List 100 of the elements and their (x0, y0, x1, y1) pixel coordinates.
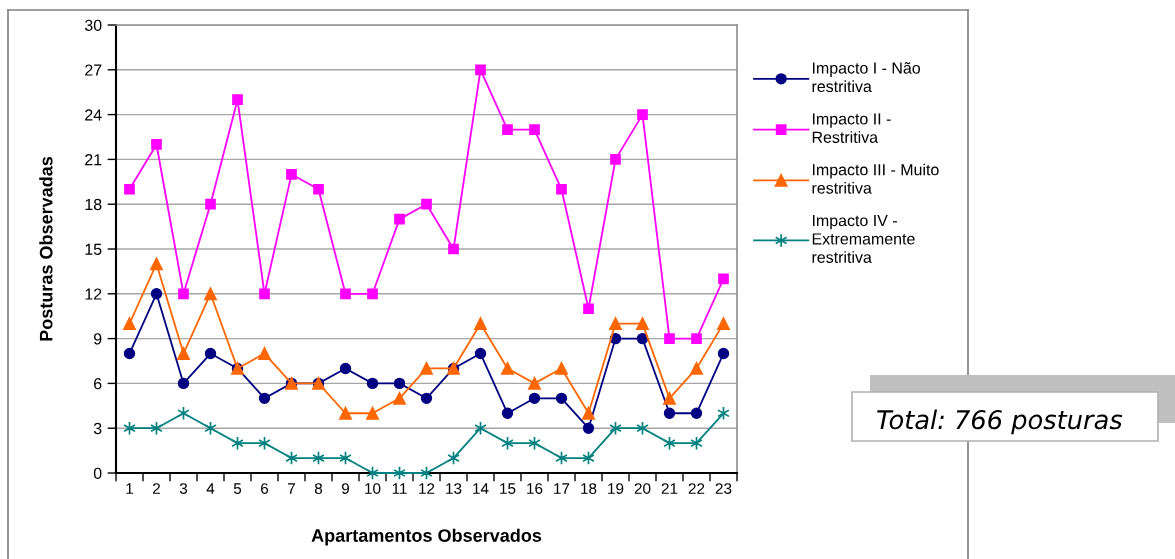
point (178, 288, 189, 300)
point (123, 347, 136, 360)
point (610, 154, 621, 165)
x-tick-label: 10 (365, 483, 381, 494)
legend-label: Impacto II - Restritiva (812, 113, 891, 143)
point (259, 288, 270, 300)
x-tick-label: 2 (153, 483, 160, 494)
point (502, 124, 513, 135)
point (529, 124, 540, 135)
point (664, 333, 675, 344)
y-tick-label: 9 (93, 333, 102, 345)
x-tick-label: 5 (233, 483, 242, 494)
x-axis-title: Apartamentos Observados (311, 528, 542, 546)
point (150, 257, 163, 271)
point (177, 377, 190, 390)
x-tick-label: 13 (446, 483, 462, 494)
point (340, 288, 351, 300)
y-tick-label: 18 (85, 198, 102, 211)
legend-label: Impacto III - Muito restritiva (812, 163, 939, 194)
legend-label: Impacto IV - Extremamente restritiva (812, 215, 915, 263)
point (582, 406, 595, 420)
point (366, 377, 379, 390)
y-tick-label: 12 (85, 288, 102, 300)
point (205, 198, 216, 210)
point (393, 377, 406, 390)
x-tick-label: 6 (261, 483, 269, 494)
point (690, 407, 703, 419)
point (313, 183, 324, 195)
legend-label: Impacto I - Não restritiva (812, 62, 921, 93)
point (258, 392, 271, 405)
x-tick-label: 22 (688, 483, 705, 494)
point (474, 347, 487, 360)
point (204, 347, 217, 360)
point (150, 288, 163, 300)
point (448, 243, 459, 255)
x-tick-label: 12 (419, 483, 435, 494)
point (690, 362, 703, 375)
point (583, 303, 594, 315)
y-tick-label: 24 (85, 109, 102, 121)
point (258, 347, 271, 360)
x-tick-label: 20 (634, 483, 651, 494)
x-tick-label: 1 (126, 483, 133, 494)
point (339, 362, 352, 375)
y-tick-label: 6 (94, 378, 102, 390)
point (394, 213, 405, 225)
point (124, 183, 135, 195)
point (636, 317, 649, 331)
point (421, 198, 432, 210)
y-tick-label: 3 (93, 422, 102, 435)
y-tick-label: 15 (85, 243, 102, 255)
y-axis-title: Posturas Observadas (39, 156, 53, 341)
point (718, 273, 729, 285)
x-tick-label: 21 (661, 483, 678, 494)
point (663, 391, 676, 405)
point (556, 183, 567, 195)
point (367, 288, 378, 300)
point (555, 362, 568, 375)
point (717, 347, 730, 360)
point (177, 347, 190, 360)
point (691, 333, 702, 344)
y-tick-label: 27 (85, 64, 102, 76)
y-tick-label: 0 (93, 467, 102, 479)
point (475, 64, 486, 76)
point (636, 332, 649, 345)
point (286, 168, 297, 180)
y-tick-label: 21 (85, 154, 102, 166)
x-tick-label: 3 (179, 483, 188, 494)
y-tick-label: 30 (84, 19, 102, 31)
point (393, 391, 406, 405)
point (501, 407, 514, 419)
point (717, 317, 730, 331)
point (501, 362, 514, 375)
x-tick-label: 18 (581, 483, 597, 494)
x-tick-label: 16 (527, 483, 543, 494)
x-tick-label: 9 (341, 483, 350, 494)
point (123, 317, 136, 331)
point (232, 94, 243, 106)
point (582, 422, 595, 434)
x-tick-label: 11 (392, 483, 407, 494)
point (420, 362, 433, 375)
x-tick-label: 17 (554, 483, 570, 494)
point (204, 287, 217, 301)
point (339, 406, 352, 420)
x-tick-label: 8 (314, 483, 323, 494)
point (528, 377, 541, 390)
x-tick-label: 14 (473, 483, 489, 494)
point (474, 317, 487, 331)
point (637, 109, 648, 120)
x-tick-label: 15 (500, 483, 516, 494)
point (366, 406, 379, 420)
point (420, 392, 433, 405)
point (555, 392, 568, 405)
x-tick-label: 23 (715, 483, 732, 494)
point (609, 317, 622, 331)
point (151, 139, 162, 150)
x-tick-label: 7 (288, 483, 295, 494)
point (663, 407, 676, 419)
x-tick-label: 19 (608, 483, 624, 494)
point (528, 392, 541, 405)
x-tick-label: 4 (206, 483, 215, 494)
